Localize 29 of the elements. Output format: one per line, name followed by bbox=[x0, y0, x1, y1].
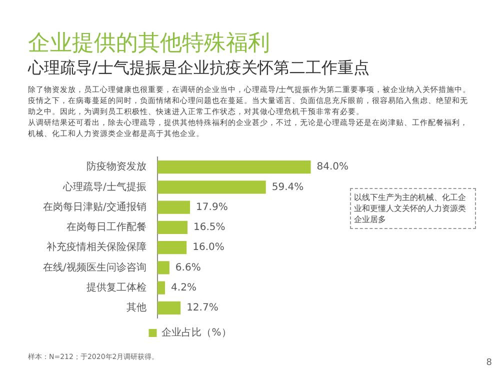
data-label: 16.0% bbox=[192, 242, 224, 254]
data-label: 12.7% bbox=[186, 302, 218, 314]
y-tick-label: 补充疫情相关保险保障 bbox=[46, 241, 146, 254]
bar bbox=[157, 160, 311, 174]
text: 8 bbox=[486, 358, 492, 368]
data-label: 4.2% bbox=[171, 282, 196, 294]
data-label: 59.4% bbox=[272, 182, 304, 193]
bar bbox=[157, 220, 188, 234]
data-label: 84.0% bbox=[316, 162, 349, 173]
bar bbox=[157, 301, 181, 314]
y-tick-label: 在线/视频医生问诊咨询 bbox=[42, 261, 146, 274]
data-label: 6.6% bbox=[175, 262, 201, 274]
bar bbox=[157, 261, 170, 274]
chart-title: 企业提供的其他特殊福利 bbox=[28, 30, 270, 58]
bar bbox=[157, 180, 266, 194]
bar bbox=[157, 281, 166, 294]
y-tick-label: 防疫物资发放 bbox=[86, 160, 146, 173]
y-tick-label: 心理疏导/士气提振 bbox=[62, 180, 146, 193]
y-tick-label: 在岗每日津贴/交通报销 bbox=[42, 200, 146, 213]
y-tick-label: 提供复工体检 bbox=[86, 281, 146, 294]
data-label: 17.9% bbox=[196, 202, 228, 213]
chart-subtitle: 心理疏导/士气提振是企业抗疫关怀第二工作重点 bbox=[28, 58, 370, 79]
text: 以线下生产为主的机械、化工企业和更懂人文关怀的人力资源类企业居多 bbox=[350, 188, 476, 229]
y-tick-label: 其他 bbox=[126, 302, 146, 314]
bar bbox=[157, 241, 187, 254]
y-tick-label: 在岗每日工作配餐 bbox=[66, 221, 146, 234]
bar bbox=[157, 200, 190, 214]
legend-label: 企业占比（%） bbox=[162, 326, 232, 339]
data-label: 16.5% bbox=[194, 222, 226, 234]
